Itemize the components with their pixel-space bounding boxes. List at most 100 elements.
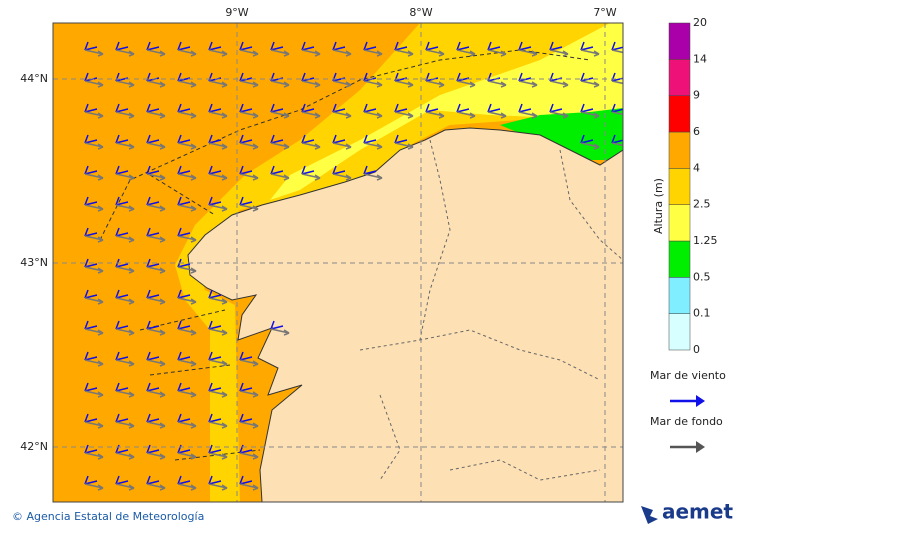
swell-arrow [146,421,166,429]
wind-arrow [84,103,98,113]
swell-arrow [115,204,135,212]
wind-arrow [549,103,563,113]
swell-arrow [208,328,228,336]
wind-arrow [332,134,346,144]
map-area [53,23,623,502]
swell-arrow [363,80,383,88]
wind-arrow [146,227,160,237]
swell-arrow [332,111,352,119]
lat-label: 42°N [20,440,48,453]
swell-arrow [146,235,166,243]
wind-arrow [84,320,98,330]
wind-arrow [84,444,98,454]
wind-arrow [363,134,377,144]
wind-arrow [146,134,160,144]
wind-arrow [394,134,408,144]
wind-arrow [177,382,191,392]
lon-label: 9°W [225,6,248,19]
wind-arrow [332,103,346,113]
wind-arrow [208,289,222,299]
wind-arrow [115,413,129,423]
swell-arrow [115,421,135,429]
wind-arrow [115,320,129,330]
swell-arrow [115,297,135,305]
swell-arrow [549,111,569,119]
swell-arrow [115,142,135,150]
wind-arrow [146,382,160,392]
swell-arrow [84,483,104,491]
wind-arrow [115,165,129,175]
swell-arrow [115,328,135,336]
swell-arrow [177,452,197,460]
swell-arrow [208,49,228,57]
colorbar-label: 4 [693,161,700,174]
colorbar-label: 20 [693,16,707,29]
wind-arrow [146,196,160,206]
swell-arrow [177,359,197,367]
colorbar-segment [668,59,691,96]
swell-arrow [270,111,290,119]
swell-arrow [208,390,228,398]
swell-arrow [177,142,197,150]
wind-arrow [301,41,315,51]
swell-arrow [239,204,259,212]
wind-arrow [84,196,98,206]
zone-0-5 [500,108,623,160]
wind-arrow [456,103,470,113]
swell-arrow [270,328,290,336]
legend-arrowhead [696,441,705,453]
wind-arrow [115,382,129,392]
swell-arrow [301,142,321,150]
swell-arrow [549,49,569,57]
swell-arrow [425,49,445,57]
colorbar-title: Altura (m) [652,178,665,234]
swell-arrow [146,452,166,460]
wind-arrow [394,103,408,113]
colorbar-segment [668,240,691,278]
wind-arrow [84,475,98,485]
wind-arrow [115,134,129,144]
swell-arrow [518,80,538,88]
labels: 9°W 8°W 7°W 44°N 43°N 42°N 0 0.1 0.5 1.25 2.5 4 6 9 14… [20,6,726,453]
swell-arrow [84,297,104,305]
wind-arrow [115,103,129,113]
wind-arrow [425,41,439,51]
lat-label: 43°N [20,256,48,269]
swell-arrow [115,452,135,460]
swell-arrow [239,173,259,181]
wind-arrow [580,103,594,113]
wind-arrow [580,134,594,144]
credit: © Agencia Estatal de Meteorología [12,510,204,523]
colorbar-segment [668,168,691,205]
colorbar-label: 2.5 [693,198,711,211]
wind-arrow [208,165,222,175]
swell-arrow [84,452,104,460]
swell-arrow [115,235,135,243]
swell-arrow [239,452,259,460]
swell-arrow [177,483,197,491]
wind-arrow [146,413,160,423]
swell-arrow [177,328,197,336]
wind-arrow [208,320,222,330]
swell-arrow [301,111,321,119]
swell-arrow [177,80,197,88]
wind-arrow [84,413,98,423]
swell-arrow [239,390,259,398]
colorbar-label: 6 [693,125,700,138]
swell-arrow [146,297,166,305]
swell-arrow [84,266,104,274]
wind-arrow [115,475,129,485]
swell-arrow [611,49,623,54]
swell-arrow [177,204,197,212]
swell-arrow [146,359,166,367]
arrows [84,41,623,491]
wind-arrow [177,165,191,175]
swell-arrow [456,49,476,57]
wind-arrow [177,196,191,206]
wind-arrow [177,289,191,299]
wind-arrow [363,165,377,175]
swell-arrow [177,49,197,57]
swell-arrow [332,142,352,150]
wind-arrow [239,41,253,51]
swell-arrow [425,80,445,88]
